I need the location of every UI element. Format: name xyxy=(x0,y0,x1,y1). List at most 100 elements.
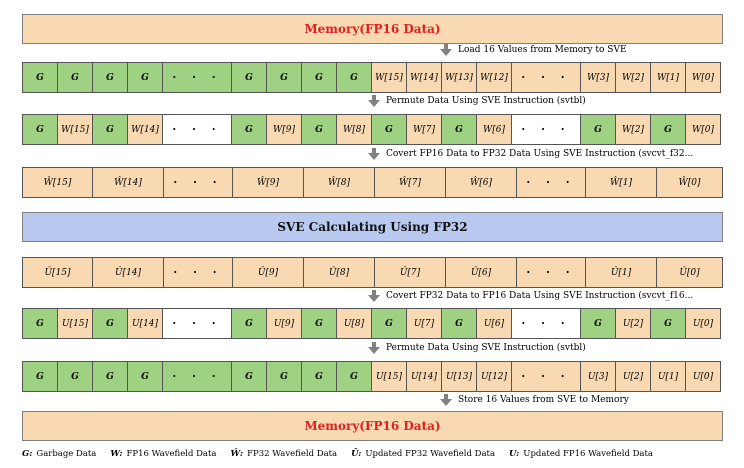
cell: W[2] xyxy=(615,114,651,145)
cell: G xyxy=(231,114,267,145)
legend-text: Updated FP32 Wavefield Data xyxy=(365,449,496,459)
cell: Û[0] xyxy=(656,257,723,288)
cell: G xyxy=(301,308,337,339)
cell: W[9] xyxy=(266,114,302,145)
cell: W[0] xyxy=(685,114,721,145)
cell: U[3] xyxy=(580,361,616,392)
cell: U[15] xyxy=(371,361,407,392)
cell-ellipsis: · · · xyxy=(511,361,581,392)
cell: U[12] xyxy=(476,361,512,392)
cell: U[6] xyxy=(476,308,512,339)
cell: W[0] xyxy=(685,62,721,93)
legend-symbol: U: xyxy=(509,449,520,459)
register-row-fp32: Ŵ[15] Ŵ[14] · · · Ŵ[9] Ŵ[8] Ŵ[7] Ŵ[6] · … xyxy=(22,167,723,198)
cell-ellipsis: · · · xyxy=(163,167,233,198)
cell: G xyxy=(57,361,93,392)
cell: Û[7] xyxy=(374,257,446,288)
cell: G xyxy=(371,308,407,339)
cell: G xyxy=(336,361,372,392)
cell: G xyxy=(92,114,128,145)
register-row-permuted: G W[15] G W[14] · · · G W[9] G W[8] G W[… xyxy=(22,114,723,145)
cell: G xyxy=(301,62,337,93)
cell: Ŵ[0] xyxy=(656,167,723,198)
cell: G xyxy=(22,308,58,339)
cell: Ŵ[9] xyxy=(232,167,304,198)
cell: U[9] xyxy=(266,308,302,339)
cell-ellipsis: · · · xyxy=(511,62,581,93)
cell: G xyxy=(650,308,686,339)
cell: Û[6] xyxy=(445,257,517,288)
cell: G xyxy=(127,62,163,93)
cell-ellipsis: · · · xyxy=(511,114,581,145)
cell: W[12] xyxy=(476,62,512,93)
cell: Ŵ[15] xyxy=(22,167,93,198)
register-row-store: G G G G · · · G G G G U[15] U[14] U[13] … xyxy=(22,361,723,392)
cell: G xyxy=(57,62,93,93)
cell: W[15] xyxy=(57,114,93,145)
cell: U[8] xyxy=(336,308,372,339)
register-row-updated-fp32: Û[15] Û[14] · · · Û[9] Û[8] Û[7] Û[6] · … xyxy=(22,257,723,288)
cell: Ŵ[14] xyxy=(92,167,164,198)
cell: G xyxy=(22,114,58,145)
cell: G xyxy=(231,361,267,392)
down-arrow-icon xyxy=(440,44,452,56)
cell: G xyxy=(266,62,302,93)
legend-text: FP16 Wavefield Data xyxy=(126,449,217,459)
cell: W[6] xyxy=(476,114,512,145)
cell-ellipsis: · · · xyxy=(163,257,233,288)
cell: U[2] xyxy=(615,308,651,339)
step-label: Store 16 Values from SVE to Memory xyxy=(458,395,629,405)
cell: Û[9] xyxy=(232,257,304,288)
cell: G xyxy=(336,62,372,93)
cell: W[15] xyxy=(371,62,407,93)
cell: Û[8] xyxy=(303,257,375,288)
memory-banner-bottom: Memory(FP16 Data) xyxy=(22,411,723,441)
down-arrow-icon xyxy=(368,148,380,160)
cell-ellipsis: · · · xyxy=(162,62,232,93)
cell-ellipsis: · · · xyxy=(162,361,232,392)
cell-ellipsis: · · · xyxy=(162,308,232,339)
cell: Ŵ[1] xyxy=(585,167,657,198)
cell: G xyxy=(92,62,128,93)
legend-text: FP32 Wavefield Data xyxy=(247,449,338,459)
memory-banner-top: Memory(FP16 Data) xyxy=(22,14,723,44)
step-convert-f16: Covert FP32 Data to FP16 Data Using SVE … xyxy=(368,290,693,302)
step-store: Store 16 Values from SVE to Memory xyxy=(440,394,629,406)
cell: W[14] xyxy=(406,62,442,93)
register-row-loaded: G G G G · · · G G G G W[15] W[14] W[13] … xyxy=(22,62,723,93)
step-label: Load 16 Values from Memory to SVE xyxy=(458,45,627,55)
cell: G xyxy=(92,308,128,339)
cell: G xyxy=(371,114,407,145)
cell: Û[15] xyxy=(22,257,93,288)
legend-symbol: Û: xyxy=(351,449,362,459)
cell: U[7] xyxy=(406,308,442,339)
cell-ellipsis: · · · xyxy=(511,308,581,339)
cell: W[3] xyxy=(580,62,616,93)
cell: G xyxy=(22,62,58,93)
legend-text: Garbage Data xyxy=(36,449,97,459)
legend: G: Garbage Data W: FP16 Wavefield Data Ŵ… xyxy=(22,449,742,459)
step-convert-f32: Covert FP16 Data to FP32 Data Using SVE … xyxy=(368,148,693,160)
step-label: Permute Data Using SVE Instruction (svtb… xyxy=(386,96,586,106)
cell: G xyxy=(301,114,337,145)
down-arrow-icon xyxy=(440,394,452,406)
cell: U[2] xyxy=(615,361,651,392)
cell: W[7] xyxy=(406,114,442,145)
sve-banner: SVE Calculating Using FP32 xyxy=(22,212,723,242)
step-label: Covert FP16 Data to FP32 Data Using SVE … xyxy=(386,149,694,159)
cell-ellipsis: · · · xyxy=(516,257,586,288)
register-row-updated-fp16-interleaved: G U[15] G U[14] · · · G U[9] G U[8] G U[… xyxy=(22,308,723,339)
cell: G xyxy=(231,308,267,339)
cell: G xyxy=(441,308,477,339)
cell: W[8] xyxy=(336,114,372,145)
cell: G xyxy=(266,361,302,392)
cell: W[13] xyxy=(441,62,477,93)
cell: Ŵ[6] xyxy=(445,167,517,198)
legend-symbol: G: xyxy=(22,449,33,459)
down-arrow-icon xyxy=(368,290,380,302)
legend-text: Updated FP16 Wavefield Data xyxy=(523,449,653,459)
down-arrow-icon xyxy=(368,342,380,354)
cell: G xyxy=(650,114,686,145)
cell: W[2] xyxy=(615,62,651,93)
cell: G xyxy=(127,361,163,392)
